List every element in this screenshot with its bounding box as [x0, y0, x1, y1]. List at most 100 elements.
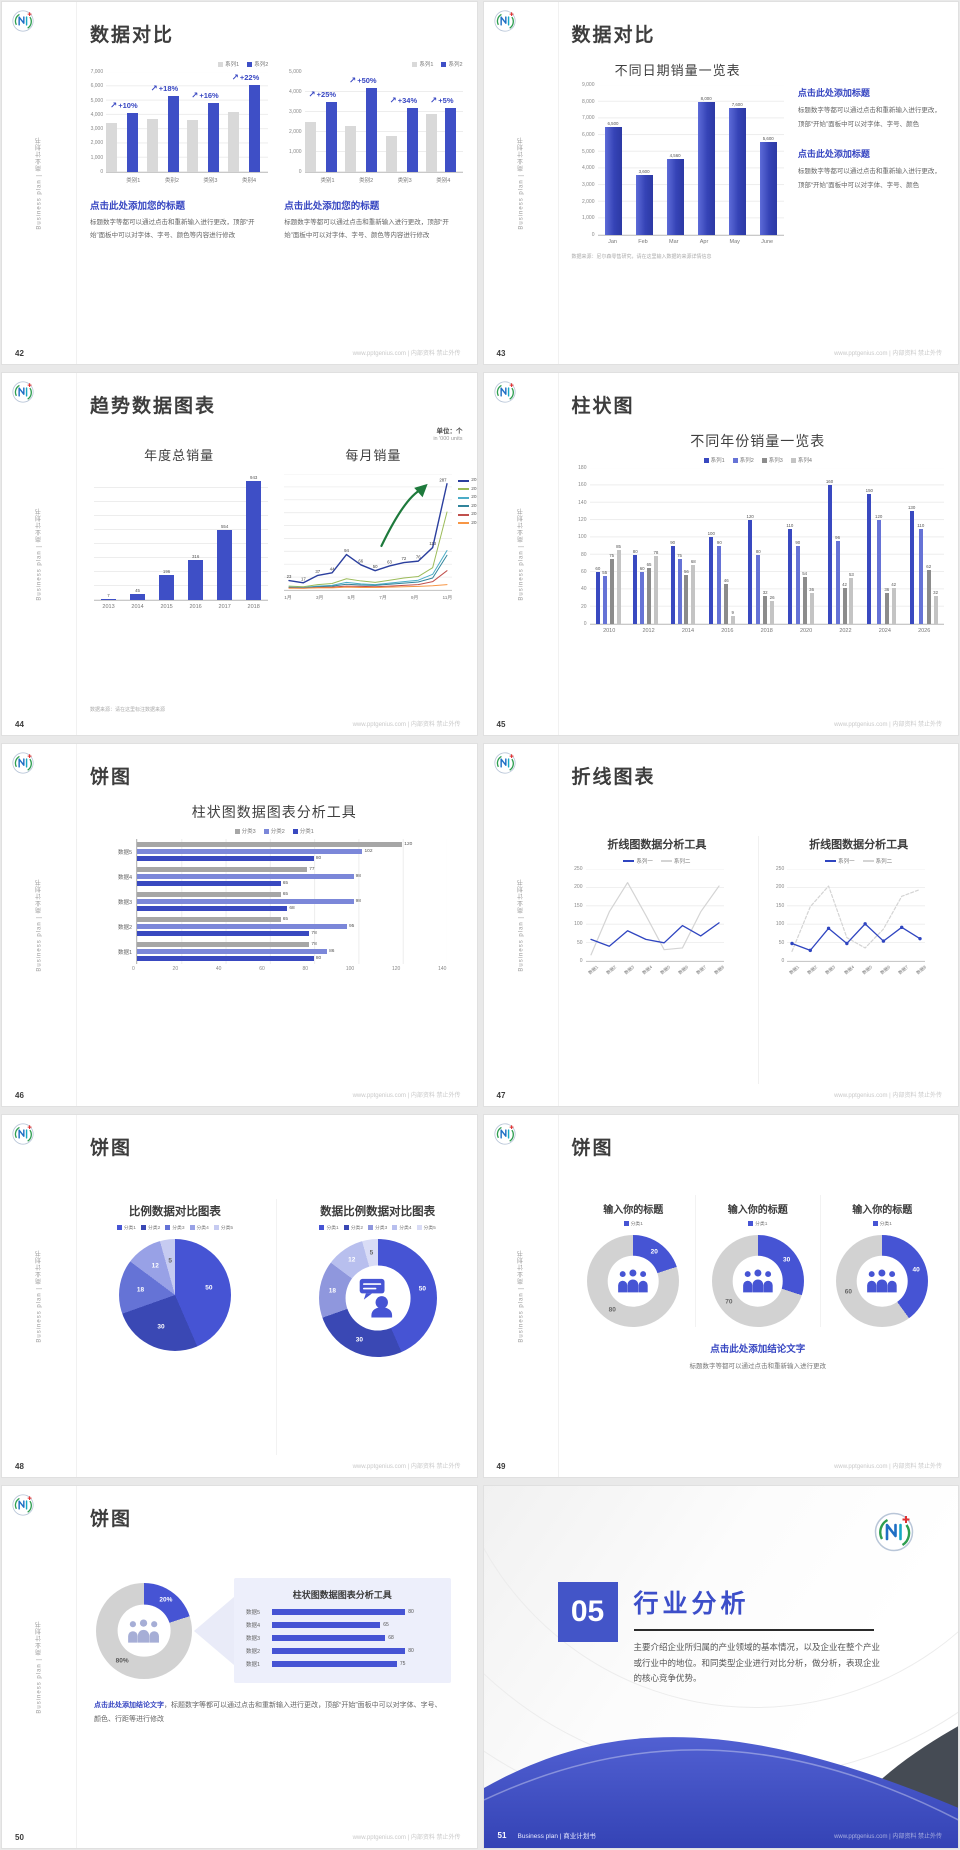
xlab: 类别1 [320, 178, 335, 184]
litem: 分类1 [748, 1220, 767, 1227]
slide-content: 比例数据对比图表 分类1 分类2 分类3 分类4 分类5 50 30 18 12 5 数据比例数… [90, 1199, 463, 1455]
hval: 120 [404, 842, 413, 847]
bottom-wave-graphic [483, 1726, 958, 1848]
blabel: 943 [250, 475, 258, 481]
brand-logo-icon [12, 10, 34, 32]
polyline [288, 483, 448, 584]
litem: 分类1 [319, 1224, 339, 1231]
slide-left-rail: Business plan | 商业计划书 [2, 744, 77, 1106]
growth: ↗+25% [308, 89, 337, 99]
chart-title: 比例数据对比图表 [128, 1206, 221, 1218]
page-number: 51 [497, 1831, 507, 1840]
slide-42[interactable]: Business plan | 商业计划书 数据对比 系列1 系列2 7,000 6… [2, 2, 477, 364]
xsp [90, 173, 114, 184]
path [499, 1129, 507, 1139]
conclusion-body: 标题数字等都可以通过点击和重新输入进行更改 [689, 1363, 827, 1370]
pval: 80 [408, 1648, 414, 1654]
path [742, 1281, 753, 1293]
page-number: 44 [15, 720, 24, 729]
gb-top: 7 45 196 316 554 943 [90, 474, 269, 601]
slide-47[interactable]: Business plan | 商业计划书 折线图表 折线图数据分析工具 系列一… [483, 744, 958, 1106]
plabel: 18 [136, 1286, 145, 1294]
slide-50[interactable]: Business plan | 商业计划书 饼图 20% 80% 柱状图数据图表分… [2, 1486, 477, 1848]
hgroup: 78 86 80 [137, 942, 447, 961]
bar [653, 556, 658, 624]
polyline [589, 882, 720, 956]
bwrap [304, 72, 316, 172]
chart-legend: 分类3 分类2 分类1 [102, 827, 447, 835]
xsp [284, 173, 308, 184]
lsw [825, 860, 837, 862]
litem: 2017 [458, 487, 477, 492]
footer-site: www.pptgenius.com | 内部资料 禁止外传 [352, 722, 461, 728]
brand-logo-icon [12, 1123, 34, 1145]
xlab: 类别2 [359, 178, 374, 184]
slide-45[interactable]: Business plan | 商业计划书 柱状图 不同年份销量一览表 系列1 系… [483, 373, 958, 735]
span: 数据1 [117, 949, 132, 956]
litem: 系列4 [790, 456, 812, 464]
ltx: 2016 [471, 495, 477, 500]
blabel: 78 [653, 550, 659, 556]
slide-44[interactable]: Business plan | 商业计划书 趋势数据图表 单位：个 in '00… [2, 373, 477, 735]
slide-left-rail: Business plan | 商业计划书 [2, 373, 77, 735]
svg [493, 10, 516, 32]
polyline [288, 511, 448, 588]
blabel: 26 [769, 595, 775, 601]
path [138, 1629, 150, 1643]
footer-site: www.pptgenius.com | 内部资料 禁止外传 [834, 1093, 942, 1099]
xlabels: 1月 3月 5月 7月 9月 11月 [284, 594, 452, 601]
footer-site: www.pptgenius.com | 内部资料 禁止外传 [352, 1464, 461, 1470]
hbarfill [137, 881, 281, 886]
hval: 65 [282, 881, 289, 886]
blabel: 150 [865, 488, 873, 493]
slide-49[interactable]: Business plan | 商业计划书 饼图 输入你的标题 分类1 20 80… [483, 1115, 958, 1477]
hgroup: 65 98 68 [137, 892, 447, 911]
ga: ↗ [349, 75, 357, 85]
svg [787, 869, 926, 962]
brand-logo-icon [493, 381, 516, 403]
chart-title: 输入你的标题 [852, 1205, 913, 1216]
ltx: 系列4 [797, 458, 812, 464]
bar [802, 577, 807, 624]
bar [602, 576, 607, 624]
gb-top: 180 160 140 120 100 80 60 40 20 0 60 55 75 85 80 60 65 78… [572, 466, 944, 626]
bar [867, 494, 872, 624]
ltx: 分类2 [350, 1226, 363, 1231]
pie-wrap: 50 30 18 12 5 [90, 1239, 260, 1351]
slide-46[interactable]: Business plan | 商业计划书 饼图 柱状图数据图表分析工具 分类3… [2, 744, 477, 1106]
ltx: 分类4 [399, 1226, 412, 1231]
path [885, 1523, 897, 1541]
path [27, 758, 32, 771]
path [18, 387, 25, 397]
lsw [862, 860, 874, 862]
line-chart-panel-right: 折线图数据分析工具 系列一 系列二 250 200 150 100 50 0 数据1 数据2 数据… [758, 836, 944, 1084]
bar [146, 119, 158, 172]
span: 140 [438, 966, 447, 972]
hbarfill [137, 856, 314, 861]
line-chart: 250 200 150 100 50 0 数据1 数据2 数据3 数据4 数据5 数据6 数据7 数据8 [773, 867, 944, 976]
path [380, 487, 424, 548]
polyline [791, 923, 921, 952]
bwrap: 32 [933, 468, 938, 624]
xlab: 数据3 [623, 964, 635, 976]
bwrap: 60 [640, 468, 645, 624]
slide-51[interactable]: 05 行业分析 主要介绍企业所归属的产业领域的基本情况，以及企业在整个产业或行业… [483, 1486, 958, 1848]
brand-logo-icon [874, 1512, 914, 1552]
slide-title: 柱状图 [571, 396, 635, 417]
slide-43[interactable]: Business plan | 商业计划书 数据对比 不同日期销量一览表 9,0… [483, 2, 958, 364]
bgroup: 5,600 [759, 85, 777, 235]
bar [159, 575, 175, 600]
lsw [748, 1221, 754, 1226]
plabel: 80 [608, 1306, 616, 1314]
growth: ↗+5% [430, 95, 454, 105]
slide-title: 折线图表 [571, 767, 656, 788]
sidebar-vertical-label: Business plan | 商业计划书 [36, 878, 43, 972]
bar [876, 520, 881, 624]
slide-title: 数据对比 [90, 25, 175, 46]
blabel: 90 [670, 540, 676, 545]
prow: 数据1 75 [246, 1660, 439, 1668]
bgroup: 316 [188, 474, 204, 600]
slide-48[interactable]: Business plan | 商业计划书 饼图 比例数据对比图表 分类1 分类2… [2, 1115, 477, 1477]
bar [795, 546, 800, 624]
circle [765, 1271, 771, 1278]
